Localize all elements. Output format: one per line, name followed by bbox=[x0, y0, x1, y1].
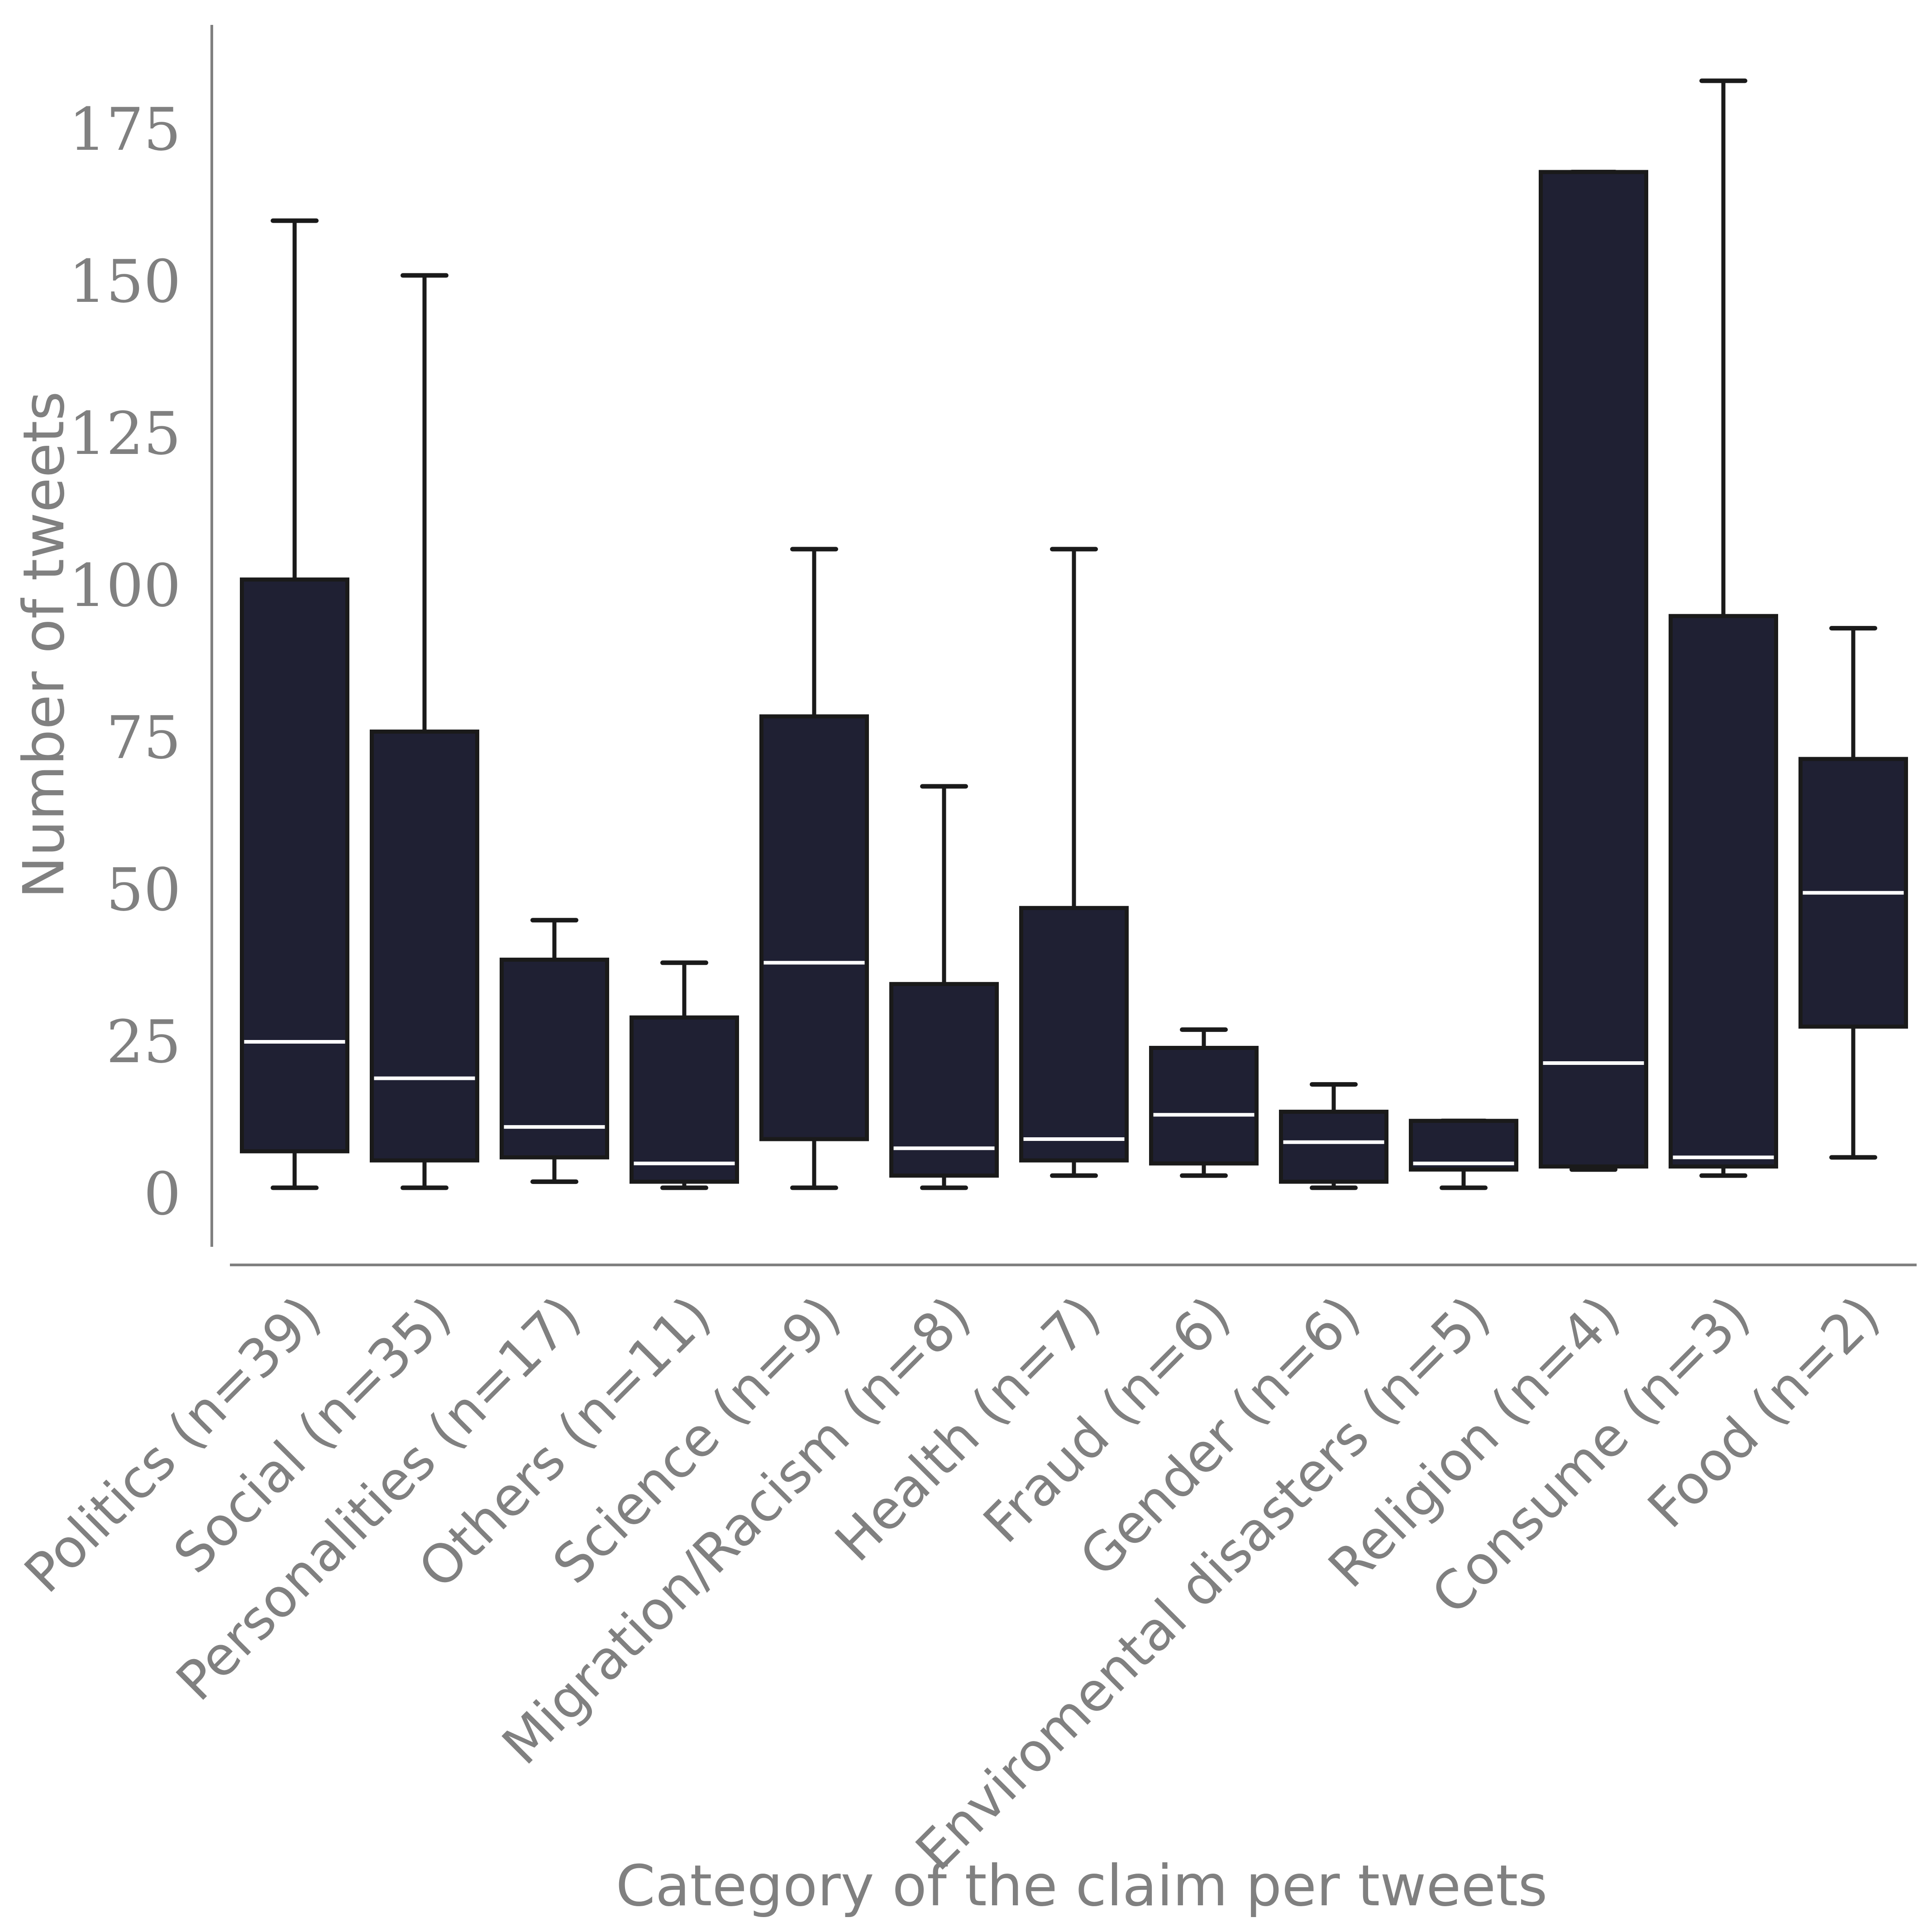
y-tick-label: 25 bbox=[106, 1007, 181, 1076]
x-tick-labels: Politics (n=39)Social (n=35)Personalitie… bbox=[13, 1284, 1892, 1882]
boxes bbox=[240, 78, 1908, 1190]
y-tick-label: 75 bbox=[106, 703, 181, 772]
y-tick-label: 175 bbox=[69, 95, 181, 164]
box-6 bbox=[1019, 547, 1129, 1178]
iqr-box bbox=[240, 577, 349, 1154]
y-axis-title: Number of tweets bbox=[11, 391, 77, 898]
y-tick-label: 150 bbox=[69, 247, 181, 316]
box-5 bbox=[889, 784, 999, 1190]
x-axis-title: Category of the claim per tweets bbox=[616, 1853, 1548, 1919]
box-1 bbox=[370, 273, 479, 1190]
box-8 bbox=[1279, 1082, 1388, 1190]
iqr-box bbox=[370, 730, 479, 1163]
box-10 bbox=[1539, 170, 1648, 1172]
iqr-box bbox=[1019, 906, 1129, 1163]
y-tick-label: 100 bbox=[69, 551, 181, 620]
iqr-box bbox=[630, 1015, 739, 1184]
iqr-box bbox=[500, 958, 609, 1159]
iqr-box bbox=[1279, 1110, 1388, 1184]
box-4 bbox=[759, 547, 869, 1190]
y-tick-label: 0 bbox=[143, 1159, 181, 1228]
box-3 bbox=[630, 960, 739, 1190]
y-tick-label: 50 bbox=[106, 855, 181, 924]
box-2 bbox=[500, 918, 609, 1184]
iqr-box bbox=[1539, 170, 1648, 1169]
iqr-box bbox=[1149, 1045, 1259, 1166]
iqr-box bbox=[889, 982, 999, 1178]
iqr-box bbox=[1669, 614, 1778, 1169]
y-ticks: 0 25 50 75 100 125 150 175 bbox=[69, 95, 181, 1228]
box-7 bbox=[1149, 1027, 1259, 1178]
box-11 bbox=[1669, 78, 1778, 1178]
box-0 bbox=[240, 218, 349, 1190]
y-tick-label: 125 bbox=[69, 399, 181, 468]
box-9 bbox=[1409, 1118, 1518, 1190]
iqr-box bbox=[759, 714, 869, 1141]
iqr-box bbox=[1409, 1119, 1518, 1172]
box-12 bbox=[1798, 626, 1908, 1160]
